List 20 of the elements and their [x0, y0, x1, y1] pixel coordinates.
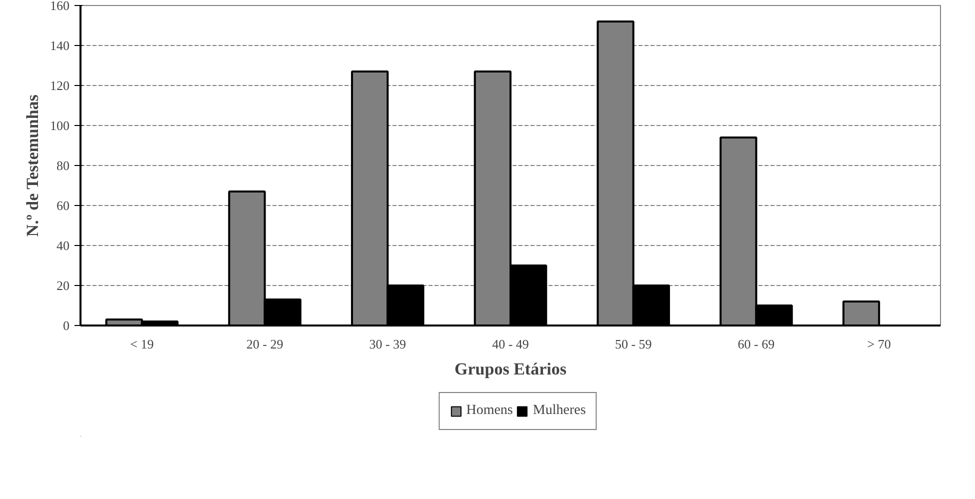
y-tick-label: 120 [50, 78, 70, 93]
x-axis-title: Grupos Etários [454, 360, 567, 378]
x-tick-label: > 70 [867, 336, 891, 352]
y-tick-label: 60 [56, 198, 70, 213]
legend-label: Homens [466, 403, 513, 419]
y-tick-label: 80 [56, 158, 70, 173]
x-tick-label: 50 - 59 [614, 336, 652, 352]
y-tick-label: 140 [50, 38, 70, 53]
y-tick-label: 40 [56, 238, 70, 253]
y-tick-label: 160 [50, 0, 70, 13]
x-tick-label: 60 - 69 [738, 336, 775, 352]
legend-label: Mulheres [532, 403, 586, 419]
y-tick-label: 100 [50, 118, 70, 133]
y-axis-title: N.º de Testemunhas [23, 94, 42, 237]
x-tick-label: 40 - 49 [492, 336, 529, 352]
x-tick-label: 30 - 39 [369, 336, 406, 352]
y-tick-label: 20 [56, 278, 70, 293]
y-tick-label: 0 [63, 318, 70, 333]
x-tick-label: 20 - 29 [246, 336, 284, 352]
x-tick-label: < 19 [130, 336, 154, 352]
